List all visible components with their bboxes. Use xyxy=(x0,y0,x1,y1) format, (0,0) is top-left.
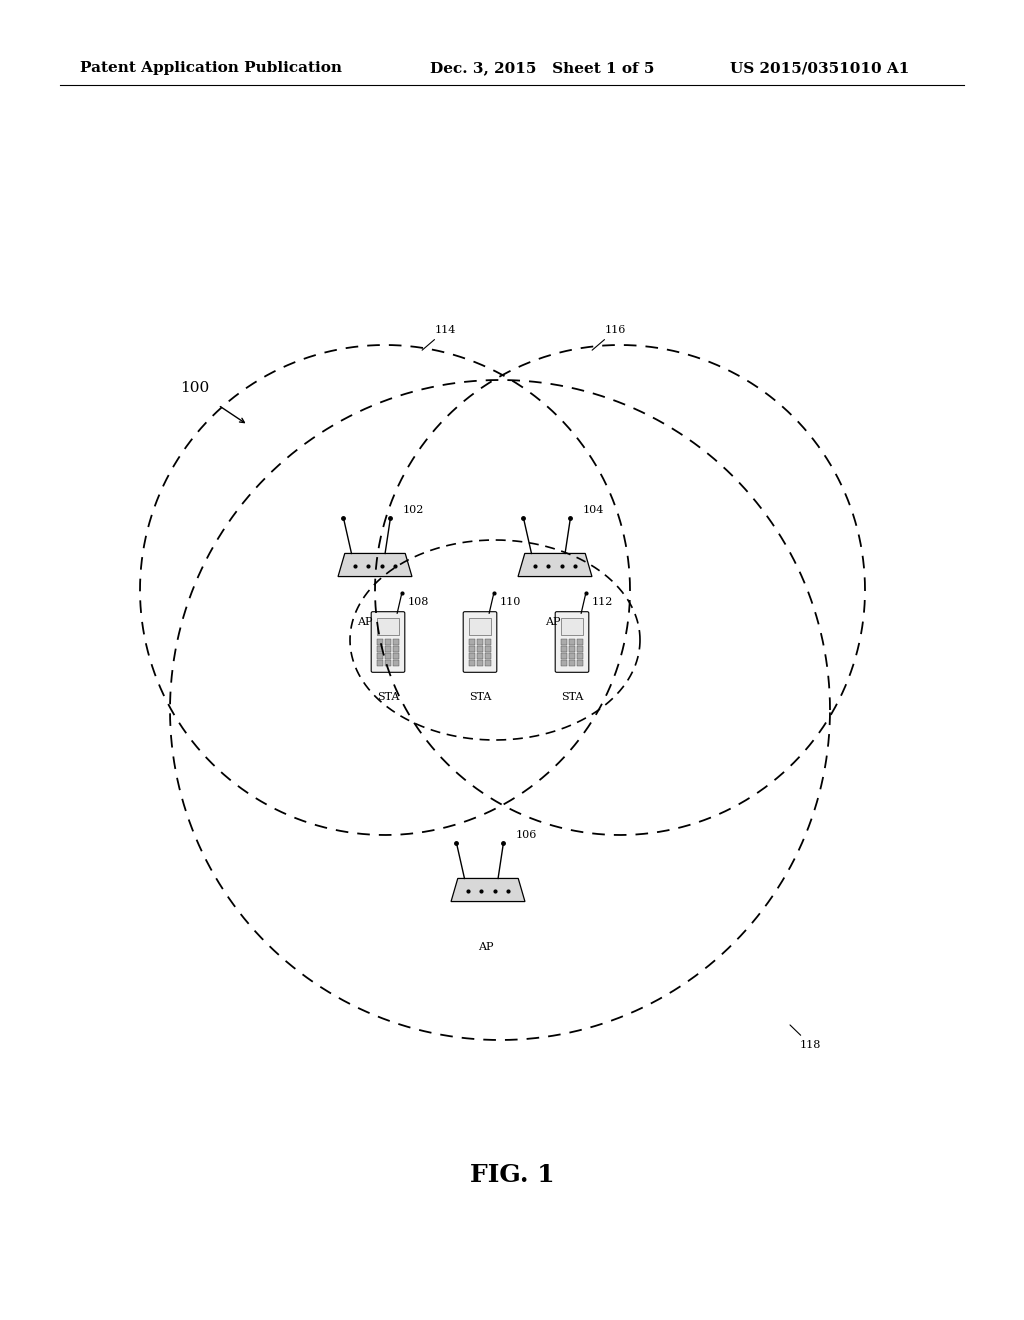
Text: Dec. 3, 2015   Sheet 1 of 5: Dec. 3, 2015 Sheet 1 of 5 xyxy=(430,61,654,75)
Text: 110: 110 xyxy=(500,597,521,607)
Bar xyxy=(393,639,399,644)
Bar xyxy=(377,653,383,659)
Bar xyxy=(469,647,475,652)
Bar xyxy=(477,660,483,665)
Bar xyxy=(568,660,575,665)
Bar xyxy=(469,653,475,659)
Bar xyxy=(568,653,575,659)
Text: AP: AP xyxy=(545,616,561,627)
Bar xyxy=(561,660,567,665)
Bar xyxy=(560,618,584,635)
Bar xyxy=(469,660,475,665)
Text: FIG. 1: FIG. 1 xyxy=(470,1163,554,1187)
Bar xyxy=(561,639,567,644)
Bar xyxy=(484,653,492,659)
Text: 114: 114 xyxy=(422,325,457,350)
Bar xyxy=(577,647,583,652)
Text: 108: 108 xyxy=(408,597,429,607)
Bar xyxy=(477,639,483,644)
FancyBboxPatch shape xyxy=(463,611,497,672)
Bar xyxy=(385,653,391,659)
Bar xyxy=(484,660,492,665)
Text: 116: 116 xyxy=(592,325,627,350)
Bar xyxy=(393,647,399,652)
Text: STA: STA xyxy=(469,692,492,702)
Polygon shape xyxy=(338,553,412,577)
Text: 106: 106 xyxy=(516,830,538,840)
Polygon shape xyxy=(451,878,525,902)
Bar xyxy=(484,639,492,644)
Polygon shape xyxy=(518,553,592,577)
Bar xyxy=(477,653,483,659)
Bar xyxy=(385,639,391,644)
Text: 112: 112 xyxy=(592,597,613,607)
Text: 100: 100 xyxy=(180,381,209,395)
FancyBboxPatch shape xyxy=(555,611,589,672)
Bar xyxy=(577,660,583,665)
Text: STA: STA xyxy=(377,692,399,702)
Text: STA: STA xyxy=(561,692,584,702)
FancyBboxPatch shape xyxy=(371,611,404,672)
Bar xyxy=(561,653,567,659)
Bar xyxy=(561,647,567,652)
Text: 118: 118 xyxy=(790,1024,821,1049)
Bar xyxy=(469,618,492,635)
Bar xyxy=(577,653,583,659)
Bar xyxy=(577,639,583,644)
Bar xyxy=(568,639,575,644)
Text: AP: AP xyxy=(478,942,494,952)
Bar xyxy=(377,660,383,665)
Bar xyxy=(477,647,483,652)
Bar xyxy=(377,639,383,644)
Text: Patent Application Publication: Patent Application Publication xyxy=(80,61,342,75)
Bar xyxy=(568,647,575,652)
Text: 104: 104 xyxy=(583,506,604,515)
Bar xyxy=(484,647,492,652)
Bar xyxy=(385,660,391,665)
Bar xyxy=(393,653,399,659)
Text: US 2015/0351010 A1: US 2015/0351010 A1 xyxy=(730,61,909,75)
Text: 102: 102 xyxy=(403,506,424,515)
Bar xyxy=(393,660,399,665)
Text: AP: AP xyxy=(357,616,373,627)
Bar xyxy=(469,639,475,644)
Bar xyxy=(377,618,399,635)
Bar xyxy=(377,647,383,652)
Bar xyxy=(385,647,391,652)
